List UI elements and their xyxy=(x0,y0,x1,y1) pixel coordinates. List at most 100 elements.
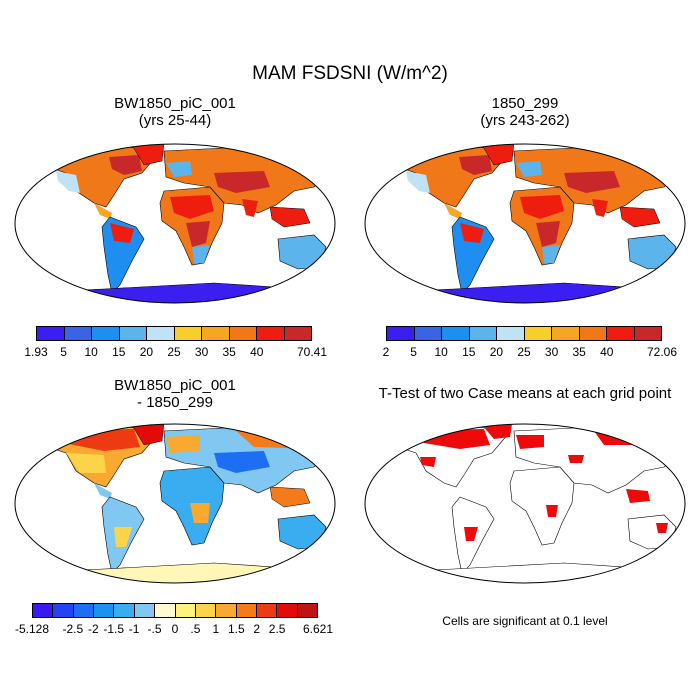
colorbar-case2-box-1 xyxy=(414,327,442,340)
europe-cool xyxy=(166,161,192,177)
colorbar-diff-label-10: 2 xyxy=(253,622,261,636)
colorbar-case1-label-0: 1.93 xyxy=(24,345,48,359)
antarctica xyxy=(15,562,335,583)
colorbar-diff-box-11 xyxy=(256,604,278,617)
se-asia xyxy=(269,486,311,508)
colorbar-case1-box-0 xyxy=(37,327,65,340)
central-america xyxy=(444,203,462,219)
central-america xyxy=(94,483,112,499)
europe-cool xyxy=(516,161,542,177)
colorbar-diff-box-8 xyxy=(195,604,217,617)
asia-hot xyxy=(214,171,270,193)
colorbar-diff-box-10 xyxy=(236,604,257,617)
colorbar-diff-label-11: 2.5 xyxy=(268,622,286,636)
colorbar-case1-box-1 xyxy=(64,327,92,340)
colorbar-case1 xyxy=(36,326,312,341)
colorbar-diff-box-4 xyxy=(114,604,135,617)
colorbar-case1-box-7 xyxy=(229,327,257,340)
asia-cool xyxy=(214,451,270,473)
colorbar-case1-label-6: 30 xyxy=(194,345,209,359)
colorbar-case2-label-0: 2 xyxy=(382,345,390,359)
central-africa xyxy=(536,221,560,247)
amazon xyxy=(460,223,484,243)
sahara xyxy=(520,195,564,219)
colorbar-diff-label-3: -1.5 xyxy=(103,622,125,636)
central-america xyxy=(94,203,112,219)
colorbar-diff-label-0: -5.128 xyxy=(14,622,50,636)
colorbar-case1-box-3 xyxy=(119,327,147,340)
panel-3-title-line1: BW1850_piC_001 xyxy=(114,377,236,394)
colorbar-case2 xyxy=(386,326,662,341)
colorbar-case2-label-8: 40 xyxy=(600,345,614,359)
colorbar-case2-box-8 xyxy=(607,327,635,340)
colorbar-case2-box-3 xyxy=(469,327,497,340)
colorbar-diff-label-12: 6.621 xyxy=(302,622,334,636)
colorbar-case1-box-6 xyxy=(202,327,230,340)
colorbar-case1-label-5: 25 xyxy=(167,345,181,359)
panel-3-title: BW1850_piC_001 - 1850_299 xyxy=(14,377,336,411)
colorbar-diff-label-5: -.5 xyxy=(147,622,162,636)
colorbar-case2-label-9: 72.06 xyxy=(646,345,678,359)
colorbar-case1-box-9 xyxy=(284,327,311,340)
colorbar-diff-box-2 xyxy=(73,604,95,617)
panel-1-title-line2: (yrs 25-44) xyxy=(138,112,212,129)
sa-warm xyxy=(114,527,132,547)
greenland xyxy=(131,144,165,166)
colorbar-diff xyxy=(32,603,318,618)
colorbar-case2-box-4 xyxy=(497,327,525,340)
colorbar-case1-label-8: 40 xyxy=(250,345,264,359)
colorbar-diff-box-12 xyxy=(277,604,298,617)
panel-2-title-line1: 1850_299 xyxy=(491,95,559,112)
us-west xyxy=(406,171,430,193)
colorbar-case1-label-3: 15 xyxy=(112,345,126,359)
europe-warm xyxy=(166,435,200,453)
panel-2-title: 1850_299 (yrs 243-262) xyxy=(364,95,686,129)
us-west xyxy=(56,171,80,193)
map-panel-3-difference xyxy=(14,423,336,584)
amazon xyxy=(110,223,134,243)
significance-note: Cells are significant at 0.1 level xyxy=(442,614,608,628)
se-asia xyxy=(269,206,311,228)
colorbar-diff-box-7 xyxy=(175,604,196,617)
panel-1-title-line1: BW1850_piC_001 xyxy=(114,95,236,112)
colorbar-case1-box-8 xyxy=(257,327,285,340)
india xyxy=(592,199,608,217)
figure-title: MAM FSDSNI (W/m^2) xyxy=(252,63,448,84)
greenland xyxy=(131,424,165,446)
colorbar-case2-box-5 xyxy=(524,327,552,340)
colorbar-diff-label-2: -2 xyxy=(87,622,99,636)
canada-hot xyxy=(109,155,142,175)
colorbar-case1-label-7: 35 xyxy=(222,345,236,359)
se-asia xyxy=(619,206,661,228)
colorbar-diff-box-3 xyxy=(94,604,115,617)
colorbar-case2-label-4: 20 xyxy=(489,345,504,359)
colorbar-diff-label-7: .5 xyxy=(190,622,201,636)
colorbar-diff-box-0 xyxy=(33,604,54,617)
colorbar-diff-label-9: 1.5 xyxy=(227,622,245,636)
colorbar-case1-box-2 xyxy=(92,327,120,340)
s-africa xyxy=(192,245,210,263)
sahara xyxy=(170,195,214,219)
colorbar-case1-box-4 xyxy=(147,327,175,340)
colorbar-case2-box-9 xyxy=(634,327,661,340)
colorbar-case1-label-2: 10 xyxy=(84,345,98,359)
colorbar-diff-box-9 xyxy=(216,604,237,617)
colorbar-case1-labels: 1.93 5 10 15 20 25 30 35 40 70.41 xyxy=(24,345,327,361)
colorbar-diff-label-6: 0 xyxy=(171,622,179,636)
colorbar-case1-label-9: 70.41 xyxy=(296,345,328,359)
canada-hot xyxy=(459,155,492,175)
colorbar-case1-label-1: 5 xyxy=(60,345,67,359)
colorbar-diff-box-5 xyxy=(134,604,156,617)
colorbar-diff-label-1: -2.5 xyxy=(62,622,84,636)
colorbar-diff-label-8: 1 xyxy=(212,622,220,636)
map-panel-2 xyxy=(364,143,686,304)
colorbar-case2-label-3: 15 xyxy=(462,345,476,359)
colorbar-case1-label-4: 20 xyxy=(139,345,154,359)
asia-hot xyxy=(564,171,620,193)
us-mixed xyxy=(66,453,106,473)
s-africa xyxy=(542,245,560,263)
colorbar-case2-box-6 xyxy=(552,327,580,340)
colorbar-case2-box-2 xyxy=(442,327,470,340)
greenland xyxy=(481,144,515,166)
africa-warm xyxy=(190,503,210,523)
